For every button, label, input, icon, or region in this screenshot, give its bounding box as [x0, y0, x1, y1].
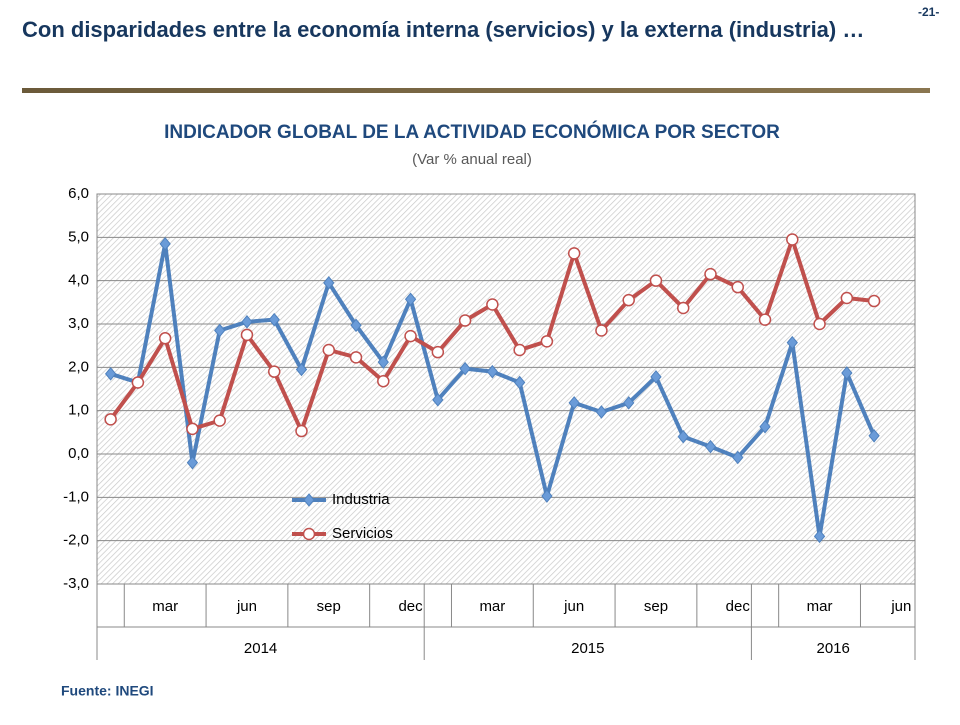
data-point — [568, 396, 580, 410]
year-label: 2016 — [817, 640, 850, 657]
x-tick-label: dec — [398, 598, 423, 615]
plot-area — [96, 193, 916, 585]
legend-marker — [303, 493, 315, 507]
y-tick-label: 1,0 — [68, 402, 89, 419]
data-point — [241, 315, 253, 329]
data-point — [868, 429, 880, 443]
data-point — [486, 364, 499, 379]
data-point — [159, 237, 171, 251]
chart-subtitle: (Var % anual real) — [412, 151, 532, 168]
data-point — [268, 312, 280, 327]
legend-label: Servicios — [332, 525, 393, 542]
data-point — [377, 374, 390, 388]
data-point — [214, 323, 226, 338]
y-tick-label: 6,0 — [68, 185, 89, 202]
year-label: 2014 — [244, 640, 277, 657]
data-point — [513, 375, 526, 390]
data-point — [458, 314, 472, 327]
data-point — [295, 424, 308, 438]
data-point — [541, 489, 553, 503]
data-point — [595, 324, 608, 337]
data-point — [649, 274, 663, 287]
data-point — [486, 298, 499, 311]
data-point — [186, 422, 199, 436]
data-point — [704, 439, 717, 454]
data-point — [840, 291, 854, 305]
data-point — [267, 365, 281, 378]
data-point — [104, 413, 117, 426]
y-tick-label: -1,0 — [63, 488, 89, 505]
x-tick-label: mar — [152, 598, 178, 615]
x-tick-label: sep — [317, 598, 341, 615]
x-tick-label: jun — [890, 598, 911, 615]
x-tick-label: jun — [563, 598, 584, 615]
data-point — [813, 529, 826, 544]
chart-title: INDICADOR GLOBAL DE LA ACTIVIDAD ECONÓMI… — [164, 121, 780, 143]
data-point — [540, 335, 554, 348]
data-point — [186, 455, 199, 470]
data-point — [350, 318, 362, 333]
data-point — [759, 419, 771, 434]
data-point — [813, 317, 826, 331]
data-point — [158, 332, 172, 345]
x-tick-label: mar — [479, 598, 505, 615]
data-point — [786, 233, 799, 246]
y-tick-label: 2,0 — [68, 358, 89, 375]
data-point — [213, 414, 226, 427]
data-point — [404, 292, 417, 307]
legend-label: Industria — [332, 491, 390, 508]
title-rule — [22, 88, 930, 93]
data-point — [377, 355, 389, 369]
x-tick-label: dec — [726, 598, 751, 615]
data-point — [131, 376, 145, 389]
legend-marker — [302, 527, 316, 541]
y-tick-label: -3,0 — [63, 575, 89, 592]
data-point — [867, 294, 881, 308]
data-point — [704, 267, 717, 281]
data-point — [595, 405, 608, 419]
data-point — [404, 329, 417, 343]
y-tick-label: 4,0 — [68, 272, 89, 289]
page-number: -21- — [918, 5, 939, 19]
data-point — [295, 362, 308, 377]
data-point — [104, 367, 117, 381]
data-point — [323, 276, 335, 290]
slide-title: Con disparidades entre la economía inter… — [22, 17, 864, 42]
data-point — [432, 393, 444, 407]
data-point — [322, 343, 336, 357]
data-point — [786, 335, 798, 350]
x-tick-label: mar — [807, 598, 833, 615]
y-tick-label: -2,0 — [63, 532, 89, 549]
data-point — [731, 280, 745, 294]
data-point — [732, 450, 744, 465]
data-point — [431, 345, 445, 359]
data-point — [349, 351, 363, 364]
x-tick-label: jun — [236, 598, 257, 615]
year-label: 2015 — [571, 640, 604, 657]
y-tick-label: 3,0 — [68, 315, 89, 332]
data-point — [240, 328, 254, 342]
data-point — [676, 301, 690, 315]
y-tick-label: 0,0 — [68, 445, 89, 462]
data-point — [623, 396, 635, 410]
data-point — [513, 343, 526, 357]
y-tick-label: 5,0 — [68, 228, 89, 245]
data-point — [650, 370, 662, 384]
data-point — [677, 429, 689, 444]
data-point — [459, 361, 471, 376]
data-point — [758, 313, 772, 326]
data-point — [841, 366, 853, 380]
source: Fuente: INEGI — [61, 683, 154, 699]
x-tick-label: sep — [644, 598, 668, 615]
data-point — [622, 293, 635, 307]
data-point — [567, 247, 581, 260]
